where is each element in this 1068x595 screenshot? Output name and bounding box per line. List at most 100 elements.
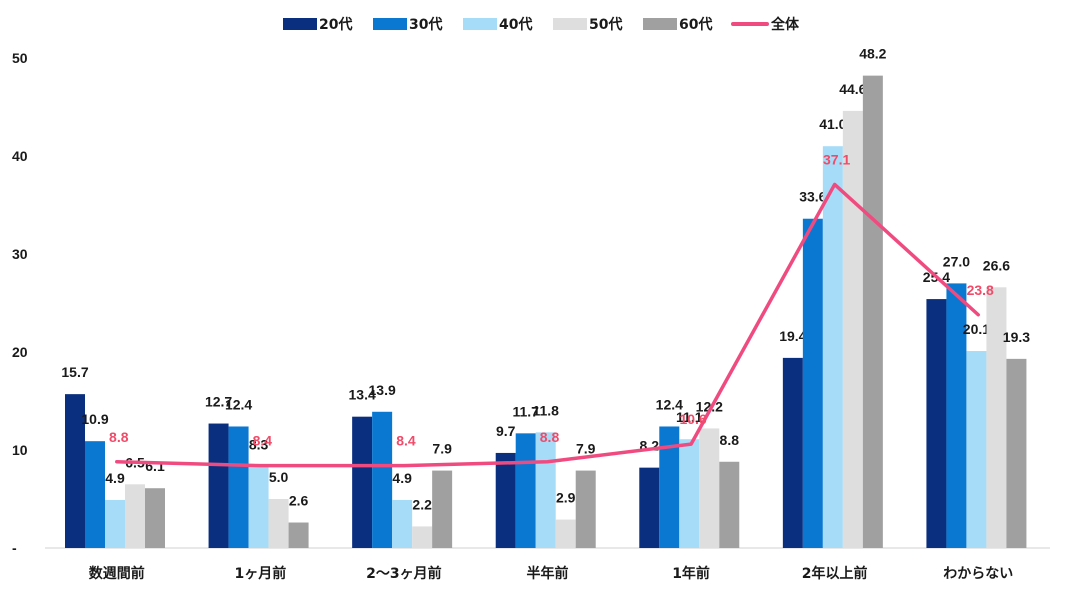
y-tick-label: - bbox=[12, 540, 17, 556]
data-label: 48.2 bbox=[859, 46, 886, 62]
line-data-label: 23.8 bbox=[967, 282, 994, 298]
bar bbox=[659, 426, 680, 548]
data-label: 2.6 bbox=[289, 493, 309, 509]
legend-swatch bbox=[373, 18, 407, 30]
data-label: 13.9 bbox=[369, 382, 396, 398]
bar bbox=[352, 416, 373, 548]
data-label: 10.9 bbox=[81, 411, 108, 427]
legend-label: 40代 bbox=[499, 16, 532, 33]
data-label: 20.1 bbox=[963, 321, 990, 337]
data-label: 19.3 bbox=[1003, 329, 1030, 345]
data-label: 12.2 bbox=[696, 398, 723, 414]
data-label: 7.9 bbox=[432, 441, 452, 457]
line-data-label: 10.6 bbox=[679, 411, 706, 427]
legend-label: 30代 bbox=[409, 16, 442, 33]
bar bbox=[248, 466, 269, 548]
bar bbox=[535, 432, 556, 548]
x-tick-label: 2年以上前 bbox=[802, 565, 868, 582]
data-label: 15.7 bbox=[61, 364, 88, 380]
line-data-label: 8.8 bbox=[540, 429, 560, 445]
y-tick-label: 20 bbox=[12, 344, 28, 360]
data-label: 41.0 bbox=[819, 116, 846, 132]
bar bbox=[802, 218, 823, 548]
bar bbox=[966, 351, 987, 548]
bar bbox=[288, 522, 309, 548]
y-tick-label: 50 bbox=[12, 50, 28, 66]
x-tick-label: 半年前 bbox=[527, 565, 569, 582]
bar bbox=[392, 499, 413, 548]
bar bbox=[412, 526, 433, 548]
bar bbox=[719, 461, 740, 548]
line-data-label: 8.8 bbox=[109, 429, 129, 445]
bar bbox=[639, 467, 660, 548]
bar bbox=[926, 299, 947, 548]
data-label: 2.2 bbox=[412, 496, 432, 512]
bar bbox=[495, 452, 516, 548]
data-label: 4.9 bbox=[392, 470, 412, 486]
bar bbox=[268, 499, 289, 548]
bar bbox=[105, 499, 125, 548]
bar bbox=[842, 110, 863, 549]
data-label: 11.8 bbox=[532, 402, 559, 418]
data-label: 33.6 bbox=[799, 189, 826, 205]
data-label: 6.1 bbox=[145, 458, 165, 474]
bar bbox=[822, 146, 843, 548]
data-label: 12.4 bbox=[656, 396, 683, 412]
y-tick-label: 30 bbox=[12, 246, 28, 262]
legend-label: 60代 bbox=[679, 16, 712, 33]
legend-swatch bbox=[643, 18, 677, 30]
bar bbox=[208, 423, 229, 548]
x-tick-label: わからない bbox=[943, 566, 1013, 582]
legend-label: 50代 bbox=[589, 16, 622, 33]
legend-label: 20代 bbox=[319, 16, 352, 33]
line-series-overall bbox=[115, 182, 980, 468]
data-label: 2.9 bbox=[556, 490, 576, 506]
data-label: 11.1 bbox=[676, 409, 703, 425]
bar bbox=[782, 357, 803, 548]
x-tick-label: 数週間前 bbox=[89, 565, 145, 582]
data-label: 5.0 bbox=[269, 469, 289, 485]
data-label: 44.6 bbox=[839, 81, 866, 97]
y-tick-label: 10 bbox=[12, 442, 28, 458]
legend-swatch bbox=[463, 18, 497, 30]
bar bbox=[699, 428, 720, 548]
bar bbox=[986, 287, 1007, 548]
data-label: 8.3 bbox=[249, 437, 269, 453]
data-label: 8.8 bbox=[720, 432, 740, 448]
bar bbox=[125, 484, 145, 548]
bar bbox=[372, 411, 393, 548]
bar bbox=[575, 470, 596, 548]
data-label: 13.4 bbox=[349, 387, 376, 403]
data-label: 4.9 bbox=[105, 470, 125, 486]
x-tick-label: 2〜3ヶ月前 bbox=[366, 565, 441, 582]
legend-swatch bbox=[553, 18, 587, 30]
data-label: 12.7 bbox=[205, 394, 232, 410]
data-label: 7.9 bbox=[576, 441, 596, 457]
data-label: 27.0 bbox=[943, 253, 970, 269]
bar bbox=[65, 394, 85, 548]
bar bbox=[515, 433, 536, 548]
data-label: 26.6 bbox=[983, 257, 1010, 273]
x-tick-label: 1年前 bbox=[672, 565, 710, 582]
line-data-label: 8.4 bbox=[396, 433, 416, 449]
bar bbox=[145, 488, 165, 548]
bar bbox=[555, 519, 576, 548]
data-label: 12.4 bbox=[225, 396, 252, 412]
bar bbox=[862, 75, 883, 548]
line-data-label: 8.4 bbox=[253, 433, 273, 449]
data-label: 11.7 bbox=[512, 403, 539, 419]
x-tick-label: 1ヶ月前 bbox=[234, 565, 286, 582]
data-label: 9.7 bbox=[496, 423, 516, 439]
bar bbox=[679, 439, 700, 548]
bar bbox=[85, 441, 105, 548]
bar bbox=[228, 426, 249, 548]
bar bbox=[1006, 358, 1027, 548]
legend-label: 全体 bbox=[770, 16, 800, 33]
legend-swatch bbox=[283, 18, 317, 30]
data-label: 19.4 bbox=[779, 328, 806, 344]
y-tick-label: 40 bbox=[12, 148, 28, 164]
bar bbox=[432, 470, 453, 548]
line-data-label: 37.1 bbox=[823, 151, 850, 167]
